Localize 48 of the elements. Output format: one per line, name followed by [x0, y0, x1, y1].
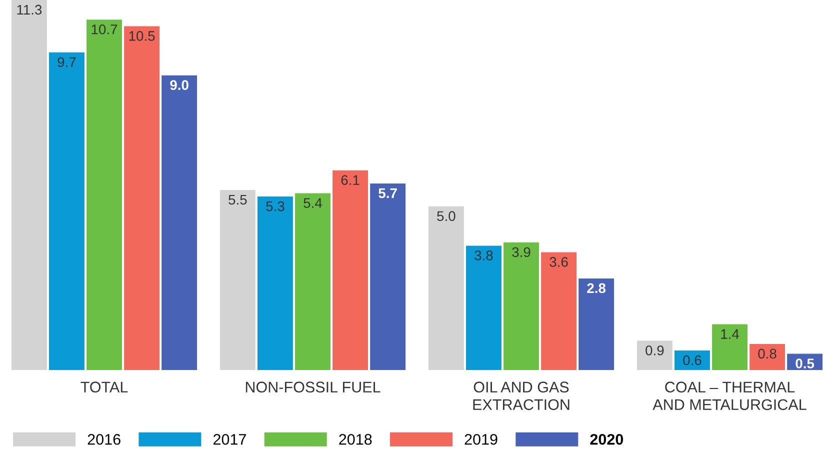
legend-label: 2018 — [339, 434, 372, 445]
data-label: 2.8 — [587, 283, 606, 294]
data-label: 11.3 — [17, 4, 42, 15]
bar — [674, 350, 710, 370]
bar — [370, 183, 406, 370]
bar — [332, 170, 368, 370]
legend-label: 2016 — [88, 434, 120, 445]
data-label: 0.5 — [796, 358, 814, 368]
data-label: 5.7 — [378, 188, 397, 198]
bar — [750, 344, 786, 370]
data-label: 0.6 — [683, 355, 702, 366]
bar — [636, 340, 672, 370]
data-label: 6.1 — [341, 175, 360, 185]
x-tick-label: TOTAL — [80, 382, 128, 393]
bar — [295, 193, 330, 370]
x-tick-label: OIL AND GAS EXTRACTION — [473, 382, 570, 410]
bar — [712, 324, 748, 370]
bar — [11, 0, 47, 370]
bar — [466, 246, 502, 370]
data-label: 5.3 — [266, 201, 284, 212]
data-label: 10.7 — [92, 24, 118, 34]
bar — [541, 252, 577, 370]
data-label: 0.9 — [646, 345, 664, 356]
legend-label: 2019 — [464, 434, 498, 445]
data-label: 3.9 — [512, 247, 530, 258]
bar — [578, 278, 614, 370]
bar — [258, 196, 293, 370]
x-tick-label: COAL – THERMAL AND METALURGICAL — [652, 382, 806, 410]
data-label: 9.7 — [58, 57, 76, 68]
x-tick-label: NON-FOSSIL FUEL — [246, 382, 380, 393]
bar — [49, 52, 84, 370]
bar — [504, 242, 539, 370]
bar — [428, 206, 464, 370]
data-label: 0.8 — [758, 348, 776, 359]
data-label: 3.8 — [474, 250, 493, 260]
bar — [124, 26, 160, 370]
data-label: 5.4 — [304, 198, 322, 208]
legend-label: 2020 — [590, 434, 624, 445]
data-label: 3.6 — [550, 257, 568, 267]
data-label: 1.4 — [721, 329, 739, 339]
bar — [86, 20, 122, 370]
bar — [220, 190, 256, 370]
legend-label: 2017 — [214, 434, 246, 445]
data-label: 9.0 — [170, 80, 188, 90]
data-label: 5.5 — [228, 194, 247, 205]
data-label: 5.0 — [437, 211, 456, 222]
data-label: 10.5 — [129, 31, 155, 41]
bar — [162, 75, 198, 370]
